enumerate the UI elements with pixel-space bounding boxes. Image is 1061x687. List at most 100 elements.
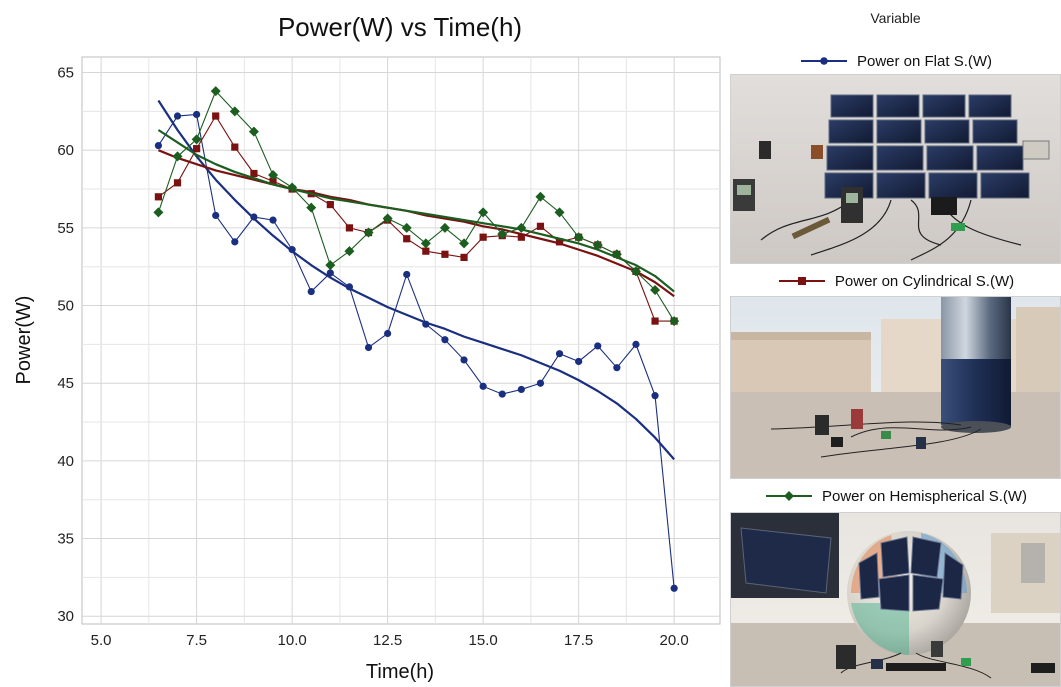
legend-entry-cylindrical: Power on Cylindrical S.(W): [730, 270, 1061, 292]
data-point-flat: [231, 238, 239, 246]
data-point-hemispherical: [439, 222, 450, 233]
line-chart: 5.0 7.5 10.0 12.5 15.0 17.5 20.0 30 35 40 45 50 55 60…: [13, 12, 721, 683]
data-point-flat: [345, 283, 354, 291]
x-tick-label: 15.0: [469, 632, 498, 649]
data-point-hemispherical: [210, 86, 221, 97]
data-point-flat: [288, 246, 296, 254]
x-tick-label: 7.5: [186, 632, 207, 649]
data-point-flat: [555, 350, 564, 358]
data-point-cylindrical: [441, 250, 449, 258]
data-point-hemispherical: [325, 260, 336, 271]
data-point-cylindrical: [193, 145, 201, 153]
legend-label-hemispherical: Power on Hemispherical S.(W): [821, 487, 1028, 505]
data-point-cylindrical: [345, 224, 354, 232]
chart-title: Power(W) vs Time(h): [278, 12, 522, 42]
trend-line-flat: [157, 99, 675, 461]
x-tick-label: 5.0: [91, 632, 112, 649]
y-axis-label: Power(W): [13, 296, 35, 385]
y-tick-label: 65: [57, 65, 74, 82]
legend-marker-hemispherical: [765, 491, 812, 501]
data-point-flat: [250, 213, 258, 221]
data-point-flat: [384, 329, 392, 338]
y-tick-label: 45: [57, 375, 74, 392]
data-point-cylindrical: [479, 233, 487, 241]
data-point-cylindrical: [403, 235, 411, 243]
data-point-hemispherical: [669, 316, 680, 327]
data-point-hemispherical: [401, 222, 412, 233]
data-point-hemispherical: [268, 170, 279, 181]
data-point-hemispherical: [420, 238, 431, 249]
data-point-flat: [594, 342, 602, 350]
data-point-flat: [536, 379, 545, 387]
legend-entry-hemispherical: Power on Hemispherical S.(W): [730, 485, 1061, 507]
legend-title: Variable: [870, 10, 921, 26]
gridlines: [82, 57, 720, 624]
data-point-cylindrical: [422, 247, 430, 255]
data-point-hemispherical: [344, 246, 355, 257]
data-point-cylindrical: [536, 222, 545, 230]
data-point-hemispherical: [573, 232, 584, 243]
legend-marker-cylindrical: [778, 277, 825, 285]
y-tick-label: 60: [57, 142, 74, 159]
data-point-flat: [613, 364, 621, 372]
data-point-hemispherical: [363, 227, 374, 238]
data-point-cylindrical: [154, 193, 163, 201]
data-point-flat: [460, 356, 468, 364]
data-point-flat: [575, 357, 583, 366]
hemispherical-solar-panel-photo: [730, 512, 1061, 687]
series-flat: [154, 99, 678, 592]
data-point-hemispherical: [382, 213, 393, 224]
data-point-hemispherical: [287, 182, 298, 193]
data-point-hemispherical: [516, 222, 527, 233]
data-point-flat: [269, 216, 277, 224]
data-point-hemispherical: [153, 207, 164, 218]
x-tick-label: 12.5: [373, 632, 402, 649]
data-point-cylindrical: [651, 317, 659, 325]
data-point-cylindrical: [269, 177, 277, 185]
data-point-hemispherical: [306, 202, 317, 213]
data-point-hemispherical: [229, 106, 240, 117]
data-point-flat: [670, 584, 678, 592]
data-point-hemispherical: [459, 238, 470, 249]
data-point-flat: [422, 320, 430, 328]
cylindrical-solar-panel-photo: [730, 296, 1061, 479]
data-point-cylindrical: [250, 169, 258, 178]
series-hemispherical: [153, 86, 680, 327]
flat-solar-panel-photo: [730, 74, 1061, 264]
y-tick-label: 50: [57, 298, 74, 315]
legend-marker-flat: [800, 57, 847, 65]
data-point-flat: [441, 336, 449, 344]
data-point-hemispherical: [650, 285, 661, 296]
data-point-flat: [326, 269, 334, 277]
data-point-flat: [651, 392, 659, 400]
data-point-hemispherical: [630, 266, 641, 277]
data-point-flat: [517, 385, 525, 394]
data-point-hemispherical: [592, 239, 603, 250]
data-point-cylindrical: [460, 253, 468, 261]
trend-line-hemispherical: [157, 129, 675, 293]
plot-area: [81, 56, 721, 625]
series-line-hemispherical: [157, 90, 675, 322]
data-point-hemispherical: [478, 207, 489, 218]
data-point-hemispherical: [611, 249, 622, 260]
data-point-hemispherical: [497, 229, 508, 240]
y-tick-label: 55: [57, 220, 74, 237]
x-axis-label: Time(h): [366, 661, 434, 683]
data-point-flat: [364, 343, 373, 352]
legend-entry-flat: Power on Flat S.(W): [730, 50, 1061, 72]
x-tick-label: 10.0: [278, 632, 307, 649]
y-tick-label: 40: [57, 453, 74, 470]
data-point-flat: [193, 110, 201, 119]
data-point-cylindrical: [231, 143, 239, 151]
x-tick-label: 17.5: [564, 632, 593, 649]
data-point-flat: [307, 287, 315, 296]
data-point-cylindrical: [173, 179, 182, 187]
data-point-flat: [154, 141, 163, 150]
data-point-hemispherical: [554, 207, 565, 218]
data-point-flat: [403, 270, 411, 279]
data-point-cylindrical: [555, 238, 564, 246]
data-point-flat: [212, 211, 220, 220]
data-point-flat: [632, 340, 640, 348]
legend-label-cylindrical: Power on Cylindrical S.(W): [834, 272, 1015, 290]
